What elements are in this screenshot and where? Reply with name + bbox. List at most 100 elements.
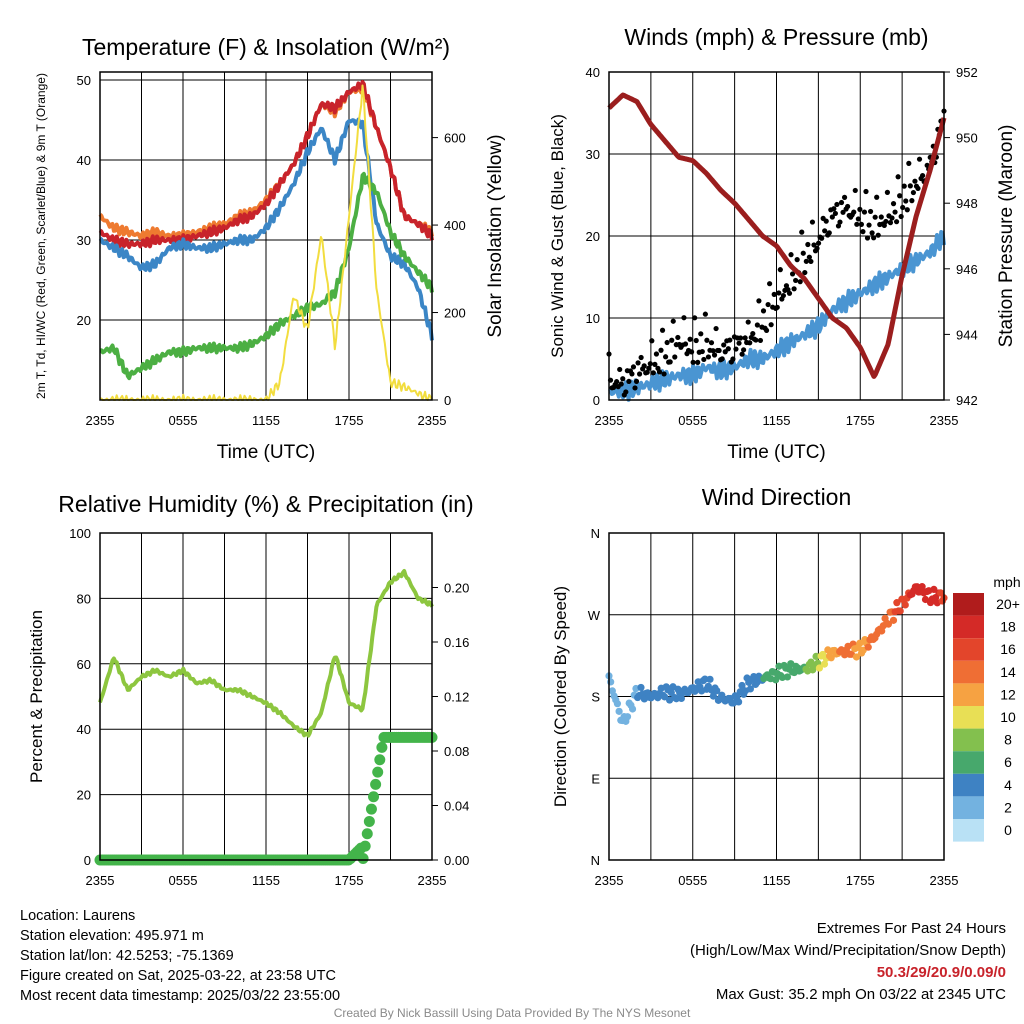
- y2-tick-label-2-5: 0.20: [444, 581, 469, 596]
- series-dot-1-1-50: [682, 341, 689, 347]
- x-tick-label-2-4: 2355: [418, 873, 447, 888]
- colorbar-label-5: 10: [1000, 709, 1016, 725]
- colorbar-label-0: 20+: [996, 596, 1020, 612]
- colorbar-swatch-8: [953, 773, 984, 797]
- series-dot-1-1-38: [664, 339, 670, 346]
- y2-tick-label-0-1: 200: [444, 306, 466, 321]
- direction-dot-19: [637, 683, 645, 692]
- y-axis-label-3: Direction (Colored By Speed): [551, 586, 570, 807]
- series-dot-1-1-41: [669, 337, 675, 343]
- y2-tick-label-2-0: 0.00: [444, 853, 469, 868]
- series-dot-1-1-58: [695, 359, 701, 365]
- series-dot-1-1-81: [730, 356, 736, 362]
- direction-dot-154: [864, 643, 872, 651]
- series-dot-1-1-11: [623, 389, 629, 395]
- series-dot-1-1-45: [675, 334, 681, 341]
- series-dot-2-1-126: [357, 852, 369, 864]
- series-dot-1-1-18: [633, 378, 640, 384]
- series-dot-1-1-165: [858, 221, 864, 227]
- series-dot-1-1-162: [854, 221, 860, 227]
- series-dot-1-1-166: [860, 229, 866, 235]
- colorbar-swatch-6: [953, 728, 984, 752]
- series-dot-1-1-164: [857, 206, 863, 212]
- extremes-subtitle: (High/Low/Max Wind/Precipitation/Snow De…: [690, 942, 1006, 959]
- y2-tick-label-0-2: 400: [444, 218, 466, 233]
- series-line-0-1: [98, 80, 434, 249]
- direction-dot-6: [615, 707, 623, 715]
- direction-dot-173: [896, 607, 904, 615]
- series-dot-1-1-180: [881, 222, 887, 229]
- series-dot-1-1-202: [915, 185, 921, 192]
- series-dot-1-1-94: [750, 331, 756, 337]
- series-dot-1-1-191: [898, 213, 904, 220]
- series-dot-1-1-36: [661, 371, 667, 377]
- direction-dot-169: [889, 616, 898, 624]
- series-dot-1-1-86: [737, 335, 744, 341]
- y-tick-label-3-2: S: [591, 690, 600, 705]
- series-dot-1-1-101: [760, 308, 767, 314]
- series-dot-1-1-120: [789, 271, 796, 277]
- series-dot-1-1-69: [711, 352, 718, 358]
- direction-dot-79: [738, 681, 746, 690]
- series-dot-1-1-91: [745, 319, 751, 325]
- y-tick-label-3-3: W: [588, 608, 601, 623]
- colorbar-swatch-1: [953, 615, 984, 639]
- series-dot-1-1-112: [777, 267, 783, 273]
- y-axis-label-2: Percent & Precipitation: [27, 610, 46, 783]
- series-dot-1-1-189: [895, 174, 901, 180]
- colorbar-title: mph: [993, 574, 1020, 590]
- series-dot-1-1-108: [771, 291, 777, 297]
- series-line-0-3: [99, 171, 434, 381]
- series-dot-1-1-132: [808, 258, 814, 265]
- x-tick-label-2-1: 0555: [169, 873, 198, 888]
- series-dot-2-1-130: [365, 803, 377, 815]
- x-tick-label-2-2: 1155: [252, 873, 280, 888]
- direction-dot-11: [623, 713, 632, 721]
- series-dot-1-1-34: [658, 347, 664, 353]
- series-dot-1-1-99: [757, 337, 764, 344]
- y-tick-label-0-0: 20: [77, 313, 91, 328]
- x-tick-label-3-4: 2355: [930, 873, 959, 888]
- series-dot-1-1-188: [893, 219, 900, 225]
- series-dot-1-1-176: [875, 232, 881, 238]
- series-dot-1-1-187: [892, 209, 898, 215]
- y-axis-label-1: Sonic Wind & Gust (Blue, Black): [548, 114, 567, 358]
- x-tick-label-1-3: 1755: [846, 413, 875, 428]
- y-tick-label-2-0: 0: [84, 853, 91, 868]
- x-tick-label-0-1: 0555: [169, 413, 198, 428]
- series-dot-1-1-200: [912, 178, 918, 184]
- extremes-panel: Extremes For Past 24 Hours (High/Low/Max…: [690, 918, 1006, 1006]
- series-dot-1-1-123: [794, 257, 800, 263]
- x-tick-label-1-4: 2355: [930, 413, 959, 428]
- y-tick-label-2-1: 20: [77, 788, 91, 803]
- series-dot-1-1-134: [811, 242, 817, 248]
- series-dot-1-1-153: [840, 209, 846, 215]
- x-tick-label-3-3: 1755: [846, 873, 875, 888]
- series-dot-1-1-67: [708, 340, 715, 346]
- y2-tick-label-2-3: 0.12: [444, 690, 469, 705]
- y2-tick-label-1-2: 946: [956, 262, 978, 277]
- series-dot-1-1-110: [774, 304, 780, 310]
- y2-tick-label-2-2: 0.08: [444, 744, 469, 759]
- recent-text: Most recent data timestamp: 2025/03/22 2…: [20, 988, 341, 1004]
- series-dot-1-1-170: [866, 222, 872, 228]
- series-dot-1-1-193: [901, 183, 907, 189]
- series-dot-1-1-13: [626, 378, 632, 385]
- x-axis-label-0: Time (UTC): [217, 442, 316, 463]
- series-dot-1-1-28: [649, 338, 655, 344]
- colorbar-swatch-4: [953, 683, 984, 706]
- y-tick-label-2-4: 80: [77, 591, 91, 606]
- series-line-0-2: [98, 117, 434, 341]
- series-dot-1-1-152: [838, 199, 845, 206]
- y-tick-label-3-0: N: [591, 853, 600, 868]
- series-dot-1-1-5: [614, 379, 620, 385]
- colorbar-label-2: 16: [1000, 641, 1016, 657]
- series-dot-1-1-60: [698, 331, 704, 337]
- y-axis-label-0: 2m T, Td, HI/WC (Red, Green, Scarlet/Blu…: [34, 73, 48, 399]
- series-dot-1-1-89: [742, 335, 748, 341]
- colorbar-label-10: 0: [1004, 822, 1012, 838]
- y2-tick-label-1-5: 952: [956, 65, 978, 80]
- series-dot-1-1-142: [823, 218, 829, 224]
- x-tick-label-1-0: 2355: [595, 413, 624, 428]
- series-dot-1-1-161: [852, 187, 858, 194]
